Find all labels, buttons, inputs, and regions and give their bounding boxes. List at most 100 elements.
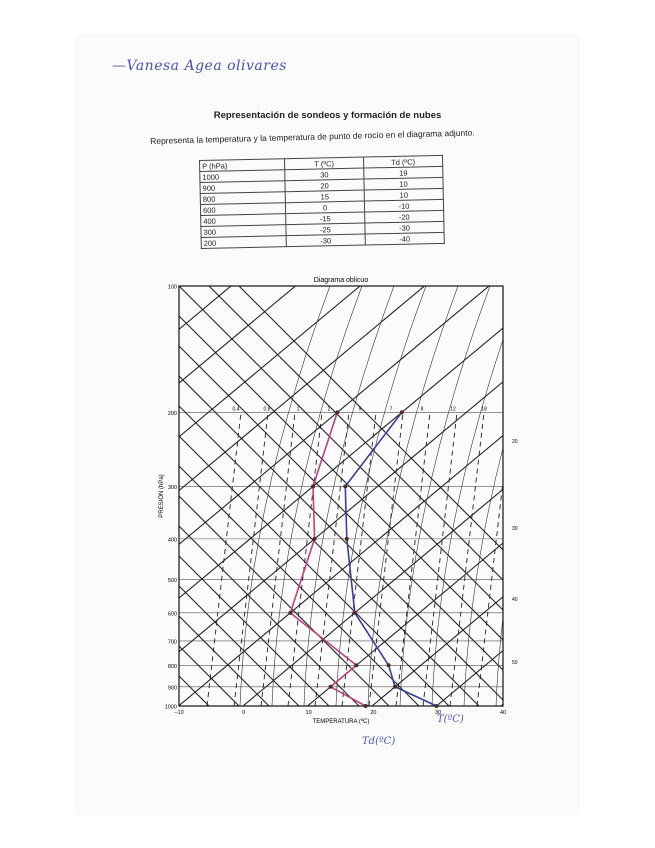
dry-adiabat-line: [179, 375, 503, 701]
dry-adiabat-line: [179, 525, 360, 706]
dry-adiabat-line: [179, 645, 240, 706]
mixing-ratio-label: 12: [450, 406, 456, 412]
dry-adiabat-line: [0, 286, 59, 706]
isotherm-line: [307, 542, 503, 706]
mixing-ratio-line: [476, 477, 503, 706]
mixing-ratio-line: [422, 412, 458, 706]
dewpoint-series-label: Td(ºC): [362, 736, 395, 747]
isotherm-line: [371, 596, 503, 706]
dewpoint-point: [363, 704, 368, 708]
dewpoint-point: [354, 663, 359, 668]
y-tick-label: 900: [168, 685, 177, 691]
y-tick-label: 600: [168, 611, 177, 617]
paper-sheet: [76, 36, 578, 814]
mixing-ratio-line: [395, 412, 431, 706]
y-tick-label: 800: [168, 664, 177, 670]
isotherm-line: [179, 434, 503, 706]
temperature-point: [344, 536, 349, 541]
dry-adiabat-line: [0, 286, 29, 706]
y-tick-label: 200: [168, 411, 177, 417]
mixing-ratio-line: [287, 412, 323, 706]
mixing-ratio-line: [341, 412, 377, 706]
mixing-ratio-line: [233, 412, 269, 706]
plot-area: [0, 286, 655, 706]
moist-adiabat-line: [303, 286, 395, 706]
mixing-ratio-label: 0.8: [264, 406, 271, 412]
moist-adiabat-line: [239, 286, 331, 706]
temperature-series-label: T(ºC): [437, 714, 464, 725]
mixing-ratio-label: 5: [359, 406, 362, 412]
mixing-ratio-line: [368, 412, 404, 706]
y-tick-label: 700: [168, 639, 177, 645]
isotherm-line: [630, 286, 655, 706]
dewpoint-point: [311, 484, 316, 489]
isotherm-line: [566, 286, 655, 706]
temperature-point: [393, 684, 398, 689]
isotherm-line: [179, 286, 361, 438]
mixing-ratio-line: [206, 412, 242, 706]
dry-adiabat-line: [179, 465, 420, 706]
dewpoint-point: [312, 536, 317, 541]
isotherm-line: [179, 286, 490, 546]
x-tick-label: 0: [242, 710, 245, 716]
x-tick-label: 10: [306, 710, 312, 716]
temperature-point: [434, 704, 439, 708]
dry-adiabat-line: [179, 705, 180, 706]
isotherm-line: [179, 286, 232, 331]
x-tick-label: 30: [435, 710, 441, 716]
dry-adiabat-line: [208, 286, 503, 581]
y-tick-label: 500: [168, 578, 177, 584]
moist-adiabat-line: [463, 446, 503, 706]
x-tick-label: −10: [174, 710, 183, 716]
mixing-ratio-line: [260, 412, 296, 706]
chart-title: Diagrama oblicuo: [314, 277, 369, 284]
mixing-ratio-label: 1: [297, 406, 300, 412]
plot-frame: [178, 285, 504, 707]
dry-adiabat-line: [0, 286, 149, 706]
right-scale-label: 20: [512, 439, 518, 445]
isotherm-line: [0, 286, 102, 706]
dewpoint-point: [328, 684, 333, 689]
mixing-ratio-line: [314, 412, 350, 706]
right-scale-label: 50: [512, 660, 518, 666]
x-tick-label: 40: [500, 710, 506, 716]
temperature-point: [343, 484, 348, 489]
right-scale-label: 40: [512, 597, 518, 603]
moist-adiabat-line: [495, 615, 503, 706]
dry-adiabat-line: [179, 495, 390, 706]
dry-adiabat-line: [179, 286, 503, 611]
isotherm-line: [242, 488, 503, 706]
moist-adiabat-line: [399, 286, 491, 706]
dry-adiabat-line: [179, 615, 270, 706]
dewpoint-point: [335, 410, 340, 415]
y-tick-label: 400: [168, 537, 177, 543]
mixing-ratio-label: 7: [390, 406, 393, 412]
temperature-point: [386, 663, 391, 668]
temperature-point: [352, 610, 357, 615]
isotherm-line: [500, 703, 503, 706]
author-signature: —Vanesa Agea olivares: [112, 58, 287, 74]
y-axis-label: PRESIÓN (hPa): [158, 474, 165, 517]
x-tick-label: 20: [370, 710, 376, 716]
temperature-point: [399, 410, 404, 415]
dry-adiabat-line: [179, 405, 480, 706]
y-tick-label: 300: [168, 485, 177, 491]
y-tick-label: 1000: [165, 705, 177, 711]
isotherm-line: [179, 286, 296, 384]
isotherm-line: [179, 286, 425, 492]
y-tick-label: 100: [168, 285, 177, 291]
dry-adiabat-line: [0, 286, 119, 706]
dry-adiabat-line: [179, 675, 210, 706]
mixing-ratio-label: 0.4: [233, 406, 240, 412]
isotherm-line: [0, 286, 38, 706]
moist-adiabat-line: [271, 286, 363, 706]
dewpoint-point: [288, 610, 293, 615]
isotherm-line: [179, 327, 503, 599]
isotherm-line: [0, 286, 167, 706]
mixing-ratio-label: 18: [481, 406, 487, 412]
dry-adiabat-line: [0, 286, 89, 706]
mixing-ratio-line: [449, 412, 485, 706]
page-title: Representación de sondeos y formación de…: [213, 110, 442, 121]
dry-adiabat-line: [238, 286, 503, 551]
